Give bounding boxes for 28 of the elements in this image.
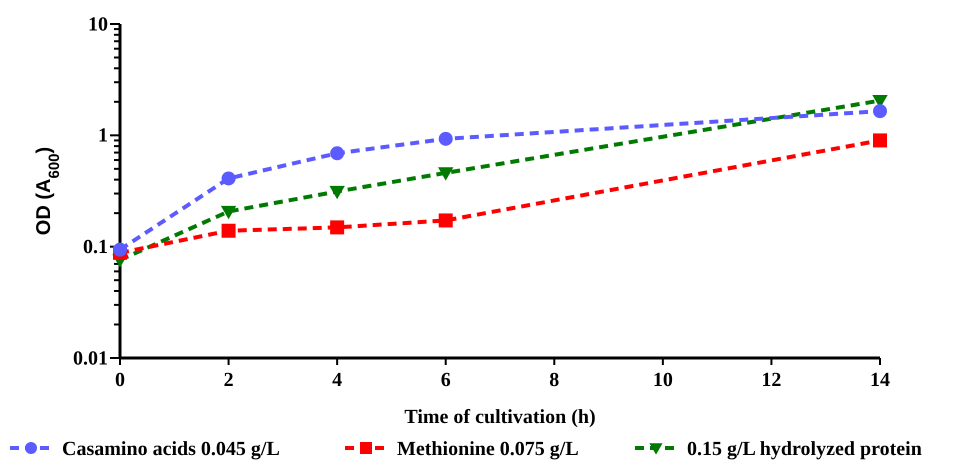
point — [438, 167, 454, 181]
point — [438, 132, 453, 146]
legend-label: Casamino acids 0.045 g/L — [62, 438, 280, 460]
point — [438, 213, 453, 228]
point — [329, 186, 345, 200]
point — [113, 242, 127, 257]
x-tick-label: 8 — [549, 369, 560, 391]
legend-label: 0.15 g/L hydrolyzed protein — [687, 438, 922, 460]
y-tick-label: 0.1 — [83, 236, 108, 258]
point — [220, 206, 236, 220]
y-tick-label: 1 — [98, 124, 108, 147]
point — [330, 146, 344, 160]
point — [222, 171, 236, 186]
x-tick-label: 4 — [332, 369, 342, 391]
legend-label: Methionine 0.075 g/L — [397, 438, 579, 460]
point — [873, 133, 887, 148]
y-tick-label: 0.01 — [73, 347, 108, 370]
x-axis-title: Time of cultivation (h) — [404, 406, 596, 428]
x-tick-label: 6 — [440, 369, 451, 391]
point — [330, 220, 344, 234]
point — [873, 104, 887, 118]
x-tick-label: 14 — [870, 369, 890, 391]
x-tick-label: 0 — [115, 369, 125, 391]
x-tick-label: 10 — [652, 369, 673, 391]
point — [222, 224, 236, 238]
y-tick-label: 10 — [88, 13, 108, 36]
x-tick-label: 2 — [224, 369, 234, 391]
x-tick-label: 12 — [761, 369, 782, 391]
